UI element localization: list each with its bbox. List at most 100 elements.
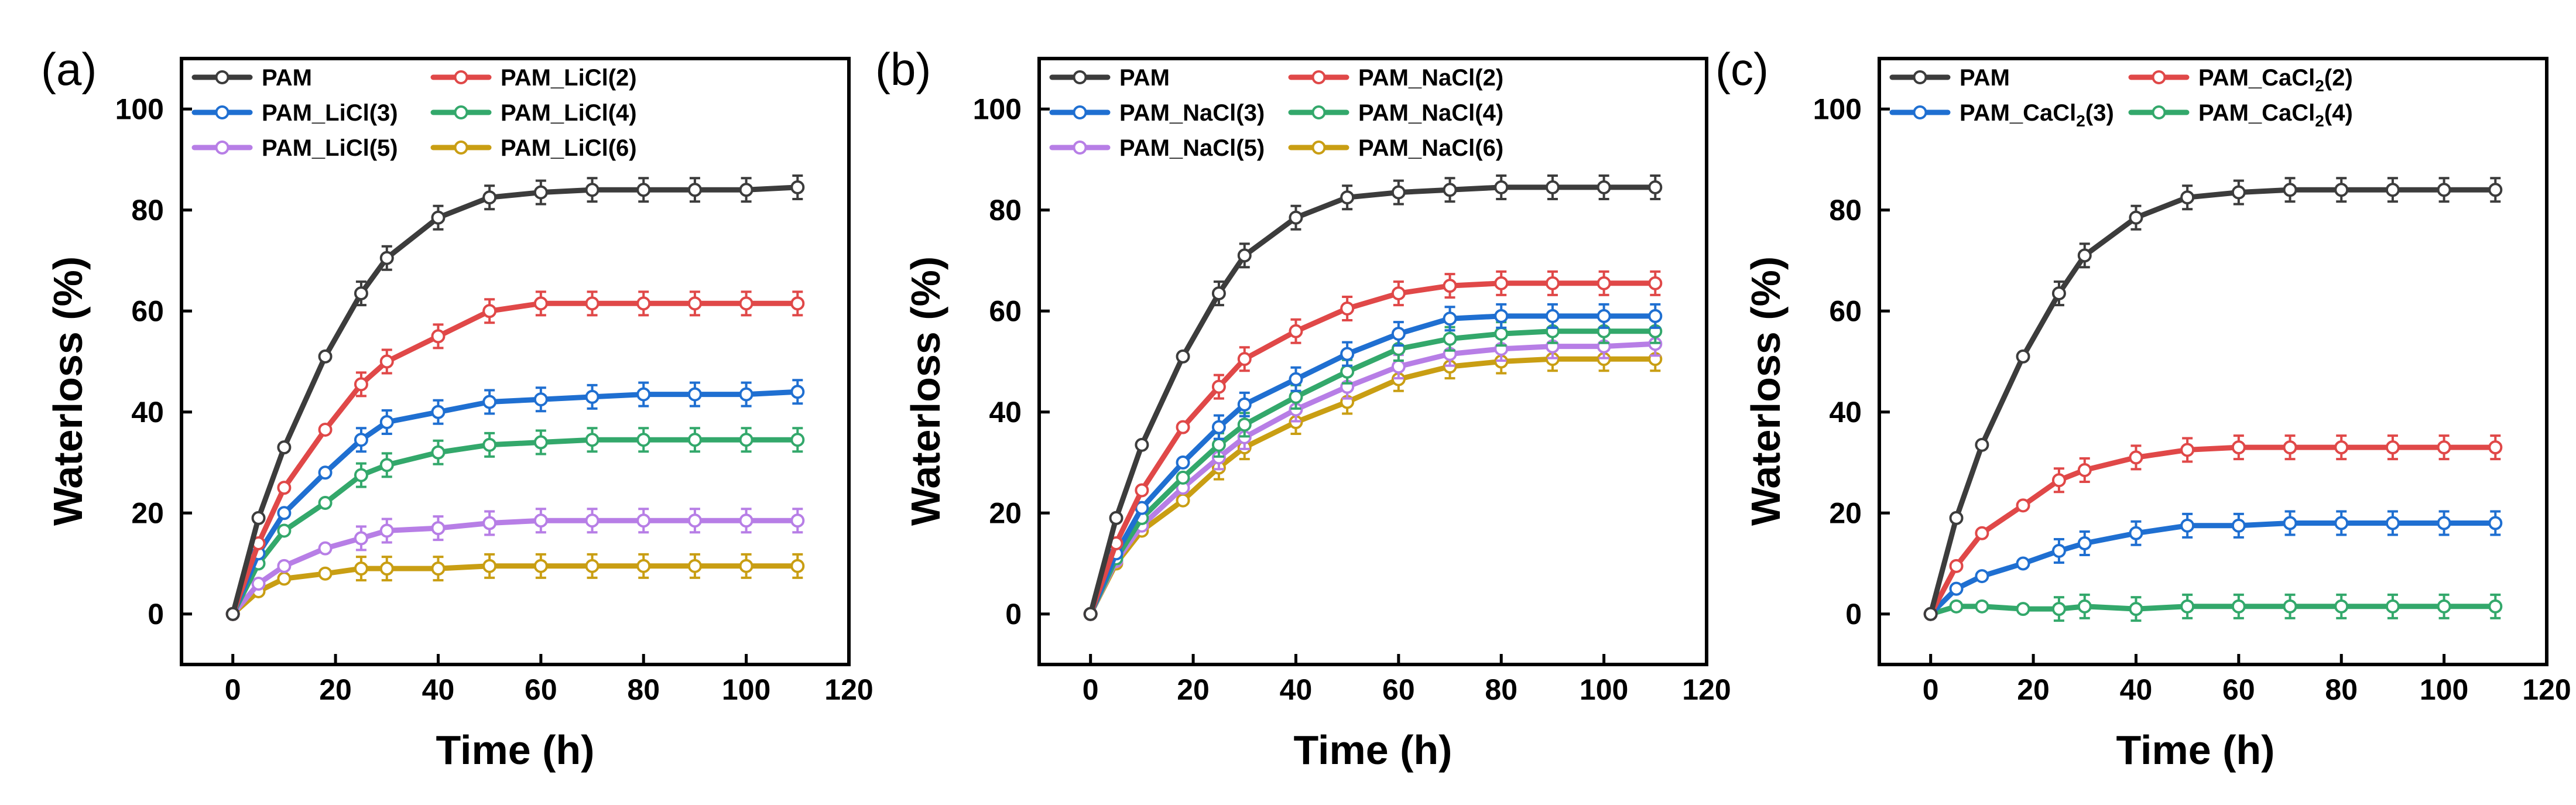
data-point bbox=[790, 559, 805, 573]
data-point bbox=[379, 523, 394, 538]
panel-b-x-tick-label: 120 bbox=[1682, 673, 1731, 706]
data-point bbox=[1545, 309, 1560, 323]
legend-label: PAM_CaCl2(3) bbox=[1960, 100, 2114, 130]
data-point bbox=[354, 286, 368, 301]
data-point bbox=[636, 296, 651, 311]
data-point bbox=[379, 251, 394, 265]
panel-a-xlabel: Time (h) bbox=[436, 727, 595, 773]
panel-b-x-tick-label: 20 bbox=[1177, 673, 1210, 706]
series-line bbox=[230, 300, 800, 617]
data-point bbox=[1289, 324, 1303, 338]
data-point bbox=[431, 210, 446, 225]
data-point bbox=[2385, 599, 2400, 614]
data-point bbox=[2385, 183, 2400, 197]
data-point bbox=[2180, 518, 2195, 533]
data-point bbox=[1597, 276, 1611, 290]
panel-b-x-tick-label: 100 bbox=[1580, 673, 1628, 706]
legend-label: PAM bbox=[262, 65, 312, 91]
panel-c-x-tick-label: 100 bbox=[2420, 673, 2468, 706]
data-point bbox=[1391, 286, 1406, 301]
data-point bbox=[2334, 440, 2349, 455]
data-point bbox=[533, 392, 548, 407]
data-point bbox=[318, 541, 333, 556]
data-point bbox=[1648, 309, 1663, 323]
panel-b-y-tick-label: 60 bbox=[989, 294, 1022, 327]
legend-swatch-marker bbox=[1913, 70, 1927, 84]
legend-swatch-marker bbox=[454, 141, 468, 155]
panel-c-xlabel: Time (h) bbox=[2116, 727, 2275, 773]
panel-b-plot-frame bbox=[1037, 57, 1708, 666]
panel-b-y-tick-label: 40 bbox=[989, 396, 1022, 429]
data-point bbox=[1494, 327, 1509, 341]
data-point bbox=[2437, 516, 2451, 530]
data-point bbox=[1545, 180, 1560, 194]
data-point bbox=[1176, 470, 1190, 485]
legend-label: PAM_NaCl(4) bbox=[1358, 100, 1503, 126]
data-point bbox=[533, 435, 548, 450]
panel-c-y-tick-label: 40 bbox=[1829, 396, 1862, 429]
data-point bbox=[1237, 352, 1252, 366]
data-point bbox=[2385, 516, 2400, 530]
panel-a-y-tick-label: 100 bbox=[115, 93, 164, 125]
data-point bbox=[533, 185, 548, 200]
panel-a-x-tick-label: 80 bbox=[627, 673, 660, 706]
data-point bbox=[2129, 450, 2143, 465]
panel-b-y-tick-label: 100 bbox=[973, 93, 1022, 125]
legend-swatch-marker bbox=[215, 105, 229, 119]
data-point bbox=[482, 516, 497, 530]
data-point bbox=[1443, 183, 1457, 197]
panel-a-series-2 bbox=[225, 290, 805, 621]
legend-label: PAM_LiCl(3) bbox=[262, 100, 398, 126]
data-point bbox=[790, 180, 805, 194]
data-point bbox=[1176, 349, 1190, 364]
panel-c-label: (c) bbox=[1715, 43, 1769, 95]
panel-b-xlabel: Time (h) bbox=[1294, 727, 1453, 773]
panel-a-y-tick-label: 40 bbox=[131, 396, 164, 429]
legend-label: PAM bbox=[1960, 65, 2010, 91]
panel-c-series-3 bbox=[1923, 510, 2503, 621]
data-point bbox=[277, 481, 292, 495]
data-point bbox=[1494, 180, 1509, 194]
panel-a: (a) Waterloss (%) Time (h) 0 20 40 60 80 100 1… bbox=[41, 43, 873, 773]
data-point bbox=[354, 531, 368, 546]
data-point bbox=[431, 405, 446, 419]
data-point bbox=[2283, 516, 2297, 530]
data-point bbox=[2231, 518, 2246, 533]
panel-c-y-tick-label: 100 bbox=[1813, 93, 1862, 125]
legend-label: PAM_NaCl(3) bbox=[1119, 100, 1265, 126]
data-point bbox=[379, 354, 394, 369]
panel-c-series-4 bbox=[1923, 593, 2503, 622]
series-line bbox=[1088, 313, 1658, 617]
data-point bbox=[687, 296, 702, 311]
legend-swatch-marker bbox=[2152, 70, 2166, 84]
data-point bbox=[739, 183, 753, 197]
data-point bbox=[739, 296, 753, 311]
legend-item: PAM bbox=[1889, 65, 2010, 91]
data-point bbox=[1597, 309, 1611, 323]
data-point bbox=[1135, 437, 1149, 452]
panel-a-x-tick-label: 60 bbox=[525, 673, 557, 706]
panel-c-legend: PAM PAM_CaCl2(2) PAM_CaCl2(3) PAM_CaCl2(4) bbox=[1889, 65, 2353, 130]
panel-a-x-tick-label: 40 bbox=[422, 673, 455, 706]
legend-label: PAM_CaCl2(4) bbox=[2198, 100, 2353, 130]
data-point bbox=[2016, 556, 2030, 571]
panel-c-y-tick-label: 20 bbox=[1829, 496, 1862, 529]
legend-swatch-marker bbox=[1311, 105, 1326, 119]
legend-item: PAM_CaCl2(2) bbox=[2128, 65, 2353, 95]
data-point bbox=[2437, 183, 2451, 197]
panel-c-plot-frame bbox=[1878, 57, 2548, 666]
legend-label: PAM_LiCl(6) bbox=[501, 135, 637, 161]
panel-b-y-tick-label: 20 bbox=[989, 496, 1022, 529]
legend-swatch-marker bbox=[215, 70, 229, 84]
panel-c-x-tick-label: 40 bbox=[2120, 673, 2153, 706]
legend-item: PAM_NaCl(4) bbox=[1288, 100, 1503, 126]
legend-item: PAM_LiCl(6) bbox=[430, 135, 637, 161]
legend-label: PAM_LiCl(2) bbox=[501, 65, 637, 91]
data-point bbox=[585, 433, 600, 447]
data-point bbox=[533, 296, 548, 311]
data-point bbox=[1975, 437, 1989, 452]
data-point bbox=[1289, 389, 1303, 404]
data-point bbox=[2077, 536, 2092, 550]
data-point bbox=[687, 559, 702, 573]
data-point bbox=[585, 183, 600, 197]
